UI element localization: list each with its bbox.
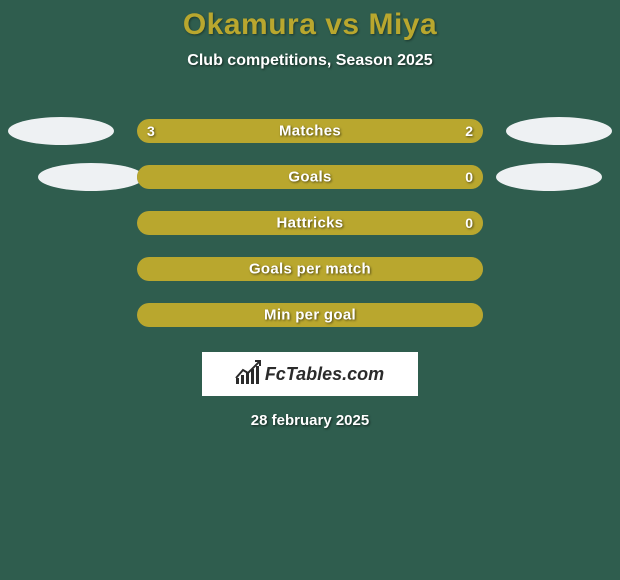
stat-value-right: 2 <box>465 123 473 139</box>
stat-bar: Hattricks0 <box>137 211 483 235</box>
date: 28 february 2025 <box>0 412 620 429</box>
stat-row: Matches3 2 <box>0 108 620 154</box>
stat-label: Matches <box>137 123 483 140</box>
stat-bar: Matches3 2 <box>137 119 483 143</box>
comparison-infographic: Okamura vs Miya Club competitions, Seaso… <box>0 0 620 580</box>
logo-trend-line-icon <box>234 358 264 382</box>
stat-bar: Goals0 <box>137 165 483 189</box>
page-title: Okamura vs Miya <box>0 0 620 42</box>
player-a-name: Okamura <box>183 8 317 41</box>
player-a-badge <box>8 117 114 145</box>
player-b-name: Miya <box>368 8 437 41</box>
stat-row: Goals0 <box>0 154 620 200</box>
stat-row: Min per goal <box>0 292 620 338</box>
stat-bar: Goals per match <box>137 257 483 281</box>
logo-box: FcTables.com <box>202 352 418 396</box>
subtitle: Club competitions, Season 2025 <box>0 52 620 70</box>
stat-rows: Matches32Goals0Hattricks0Goals per match… <box>0 108 620 338</box>
stat-label: Min per goal <box>137 307 483 324</box>
stat-label: Hattricks <box>137 215 483 232</box>
stat-label: Goals <box>137 169 483 186</box>
stat-bar: Min per goal <box>137 303 483 327</box>
stat-label: Goals per match <box>137 261 483 278</box>
stat-value-right: 0 <box>465 215 473 231</box>
logo-text: FcTables.com <box>265 364 384 385</box>
player-a-badge <box>38 163 144 191</box>
stat-value-left: 3 <box>147 123 155 139</box>
player-b-badge <box>496 163 602 191</box>
stat-row: Hattricks0 <box>0 200 620 246</box>
stat-row: Goals per match <box>0 246 620 292</box>
title-vs: vs <box>325 8 359 41</box>
player-b-badge <box>506 117 612 145</box>
stat-value-right: 0 <box>465 169 473 185</box>
